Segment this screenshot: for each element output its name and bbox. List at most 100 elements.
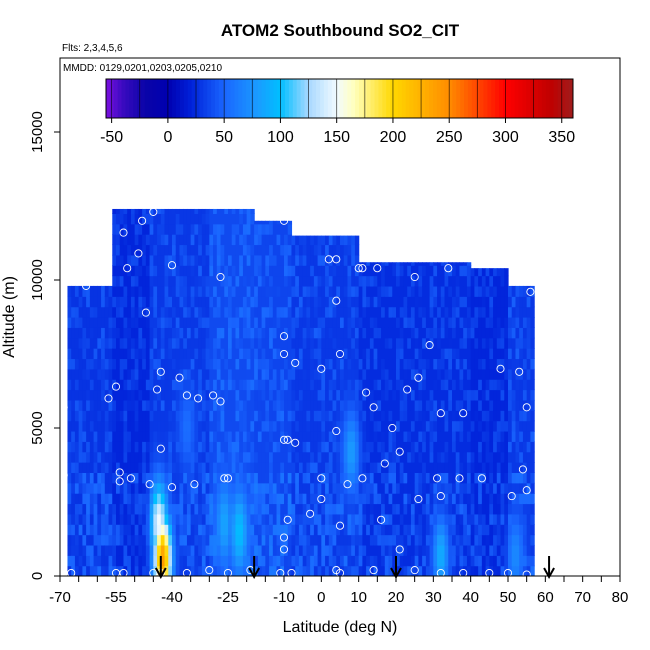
heatmap-cell [358,430,363,442]
heatmap-cell [362,265,367,277]
heatmap-cell [493,462,498,473]
heatmap-cell [392,534,397,546]
heatmap-cell [310,337,315,349]
heatmap-cell [179,213,184,225]
heatmap-cell [396,262,401,266]
heatmap-cell [284,234,289,246]
heatmap-cell [399,555,405,567]
heatmap-cell [123,213,128,225]
heatmap-cell [448,285,453,297]
heatmap-cell [399,513,405,525]
heatmap-cell [261,368,266,380]
heatmap-cell [246,451,251,463]
heatmap-cell [287,234,293,246]
heatmap-cell [407,565,412,576]
heatmap-cell [437,534,442,546]
heatmap-cell [489,565,494,576]
heatmap-cell [242,327,248,339]
heatmap-cell [261,513,266,525]
heatmap-cell [396,513,401,525]
heatmap-cell [119,389,125,401]
heatmap-cell [399,337,405,349]
heatmap-cell [242,244,248,256]
heatmap-cell [455,472,461,484]
heatmap-cell [478,410,483,422]
heatmap-cell [302,430,307,442]
heatmap-cell [127,368,132,380]
heatmap-cell [254,493,259,505]
heatmap-cell [86,565,91,576]
heatmap-cell [172,265,177,277]
heatmap-cell [209,368,214,380]
heatmap-cell [130,379,136,391]
heatmap-cell [437,441,442,453]
heatmap-cell [463,275,468,287]
heatmap-cell [366,389,371,401]
heatmap-cell [511,493,517,505]
heatmap-cell [437,472,442,484]
heatmap-cell [272,503,278,515]
colorbar-segment [421,79,426,118]
heatmap-cell [332,348,337,360]
heatmap-cell [388,265,393,277]
heatmap-cell [235,348,240,360]
heatmap-cell [160,379,166,391]
heatmap-cell [272,482,278,494]
heatmap-cell [205,441,210,453]
heatmap-cell [466,265,472,277]
heatmap-cell [231,430,237,442]
heatmap-cell [160,420,166,432]
heatmap-cell [164,441,169,453]
heatmap-cell [127,285,132,297]
heatmap-cell [201,254,207,266]
heatmap-cell [86,524,91,536]
heatmap-cell [474,462,479,473]
heatmap-cell [168,254,173,266]
heatmap-cell [414,410,419,422]
heatmap-cell [351,285,356,297]
heatmap-cell [183,358,188,370]
heatmap-cell [306,317,311,328]
heatmap-cell [328,399,334,411]
heatmap-cell [142,389,147,401]
heatmap-cell [440,482,446,494]
heatmap-cell [485,317,490,328]
heatmap-cell [325,306,330,318]
heatmap-cell [511,544,517,556]
heatmap-cell [422,296,427,308]
heatmap-cell [519,503,524,515]
heatmap-cell [418,337,423,349]
heatmap-cell [231,389,237,401]
heatmap-cell [205,524,210,536]
sample-point [433,474,442,483]
heatmap-cell [313,565,319,576]
heatmap-cell [134,368,139,380]
heatmap-cell [190,348,195,360]
heatmap-cell [160,441,166,453]
heatmap-cell [194,420,199,432]
heatmap-cell [164,379,169,391]
heatmap-cell [388,441,393,453]
heatmap-cell [239,275,244,287]
heatmap-cell [190,441,195,453]
heatmap-cell [396,368,401,380]
heatmap-cell [310,462,315,473]
heatmap-cell [145,513,151,525]
heatmap-cell [373,285,378,297]
heatmap-cell [381,513,386,525]
heatmap-cell [340,235,345,246]
heatmap-cell [295,430,300,442]
heatmap-cell [410,420,416,432]
sample-point [425,341,434,350]
heatmap-cell [343,327,349,339]
heatmap-cell [198,462,203,473]
heatmap-cell [198,317,203,328]
heatmap-cell [201,348,207,360]
heatmap-cell [134,265,139,277]
heatmap-cell [403,482,408,494]
heatmap-cell [116,306,121,318]
heatmap-cell [257,275,263,287]
heatmap-cell [325,565,330,576]
sample-point [343,480,352,489]
heatmap-cell [246,472,251,484]
